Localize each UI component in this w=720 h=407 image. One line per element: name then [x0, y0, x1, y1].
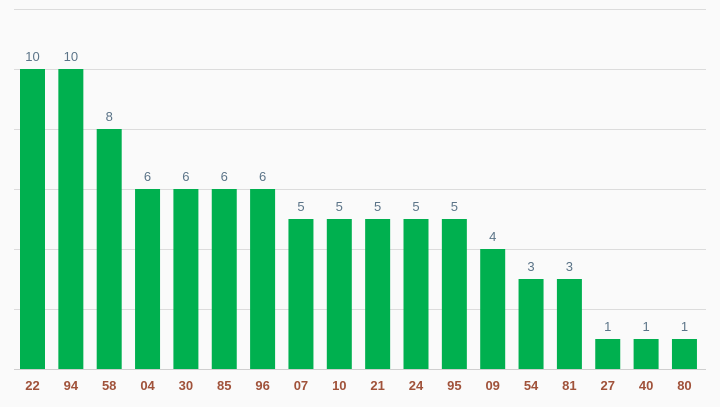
- bar-09: [480, 249, 506, 369]
- x-tick-label-24: 24: [409, 378, 424, 393]
- value-label-22: 10: [25, 49, 39, 64]
- value-label-54: 3: [527, 259, 534, 274]
- bar-54: [518, 279, 544, 369]
- bar-40: [633, 339, 659, 369]
- value-label-21: 5: [374, 199, 381, 214]
- value-label-95: 5: [451, 199, 458, 214]
- x-tick-label-94: 94: [64, 378, 79, 393]
- x-tick-label-85: 85: [217, 378, 231, 393]
- value-label-80: 1: [681, 319, 688, 334]
- value-labels: 10 10 8 6 6 6 6 5 5 5 5 5 4 3 3 1 1 1: [25, 49, 688, 334]
- x-tick-label-40: 40: [639, 378, 653, 393]
- value-label-58: 8: [106, 109, 113, 124]
- bars: [20, 69, 697, 369]
- value-label-40: 1: [642, 319, 649, 334]
- bar-30: [173, 189, 199, 369]
- bar-07: [288, 219, 314, 369]
- bar-27: [595, 339, 621, 369]
- bar-80: [671, 339, 697, 369]
- value-label-04: 6: [144, 169, 151, 184]
- bar-58: [96, 129, 122, 369]
- value-label-27: 1: [604, 319, 611, 334]
- value-label-85: 6: [221, 169, 228, 184]
- value-label-24: 5: [412, 199, 419, 214]
- value-label-07: 5: [297, 199, 304, 214]
- value-label-10: 5: [336, 199, 343, 214]
- value-label-81: 3: [566, 259, 573, 274]
- bar-81: [556, 279, 582, 369]
- x-tick-label-95: 95: [447, 378, 461, 393]
- value-label-96: 6: [259, 169, 266, 184]
- bar-21: [365, 219, 391, 369]
- x-tick-label-09: 09: [485, 378, 499, 393]
- value-label-30: 6: [182, 169, 189, 184]
- bar-10: [326, 219, 352, 369]
- bar-95: [441, 219, 467, 369]
- value-label-09: 4: [489, 229, 496, 244]
- x-tick-label-81: 81: [562, 378, 576, 393]
- x-tick-label-30: 30: [179, 378, 193, 393]
- x-tick-label-10: 10: [332, 378, 346, 393]
- x-tick-label-80: 80: [677, 378, 691, 393]
- x-axis-tick-labels: 22 94 58 04 30 85 96 07 10 21 24 95 09 54 81 27 40 80: [25, 378, 691, 393]
- x-tick-label-96: 96: [255, 378, 269, 393]
- bar-24: [403, 219, 429, 369]
- x-tick-label-54: 54: [524, 378, 539, 393]
- bar-85: [211, 189, 237, 369]
- value-label-94: 10: [64, 49, 78, 64]
- x-tick-label-58: 58: [102, 378, 116, 393]
- x-tick-label-07: 07: [294, 378, 308, 393]
- x-tick-label-22: 22: [25, 378, 39, 393]
- gridlines: [14, 9, 706, 370]
- x-tick-label-04: 04: [140, 378, 155, 393]
- bar-94: [58, 69, 84, 369]
- x-tick-label-27: 27: [601, 378, 615, 393]
- bar-96: [250, 189, 276, 369]
- bar-22: [20, 69, 45, 369]
- bar-04: [135, 189, 161, 369]
- x-tick-label-21: 21: [370, 378, 384, 393]
